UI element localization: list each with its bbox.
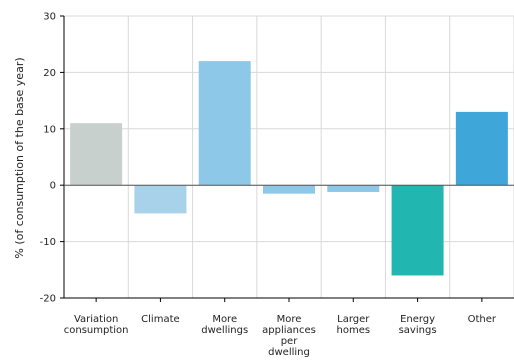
x-category-label: Climate [141, 314, 179, 325]
x-category-label: appliances [262, 325, 316, 336]
bar [263, 185, 315, 194]
x-category-label: consumption [64, 325, 129, 336]
x-category-label: Larger [337, 314, 370, 325]
x-category-label: More [212, 314, 237, 325]
x-category-label: savings [399, 325, 437, 336]
x-category-label: dwellings [201, 325, 248, 336]
y-tick-label: 20 [43, 68, 56, 79]
x-category-label: Other [468, 314, 497, 325]
bar [391, 185, 444, 276]
x-category-label: Variation [74, 314, 118, 325]
y-tick-label: -10 [40, 237, 56, 248]
x-category-label: per [281, 336, 299, 347]
axis-layer [60, 15, 514, 302]
y-axis-title: % (of consumption of the base year) [13, 57, 26, 258]
y-tick-label: -20 [40, 294, 56, 305]
x-category-label: homes [337, 325, 371, 336]
bar [455, 111, 508, 186]
x-category-label: Energy [400, 314, 435, 325]
bar [198, 61, 251, 186]
bar [70, 123, 123, 186]
bar [134, 185, 187, 214]
grid-layer [64, 15, 514, 299]
x-category-label: dwelling [268, 347, 310, 358]
x-category-label: More [277, 314, 302, 325]
y-tick-label: 0 [50, 181, 56, 192]
bar-layer [70, 61, 508, 276]
y-tick-label: 30 [43, 12, 56, 23]
y-tick-label: 10 [43, 124, 56, 135]
bar [327, 185, 380, 192]
